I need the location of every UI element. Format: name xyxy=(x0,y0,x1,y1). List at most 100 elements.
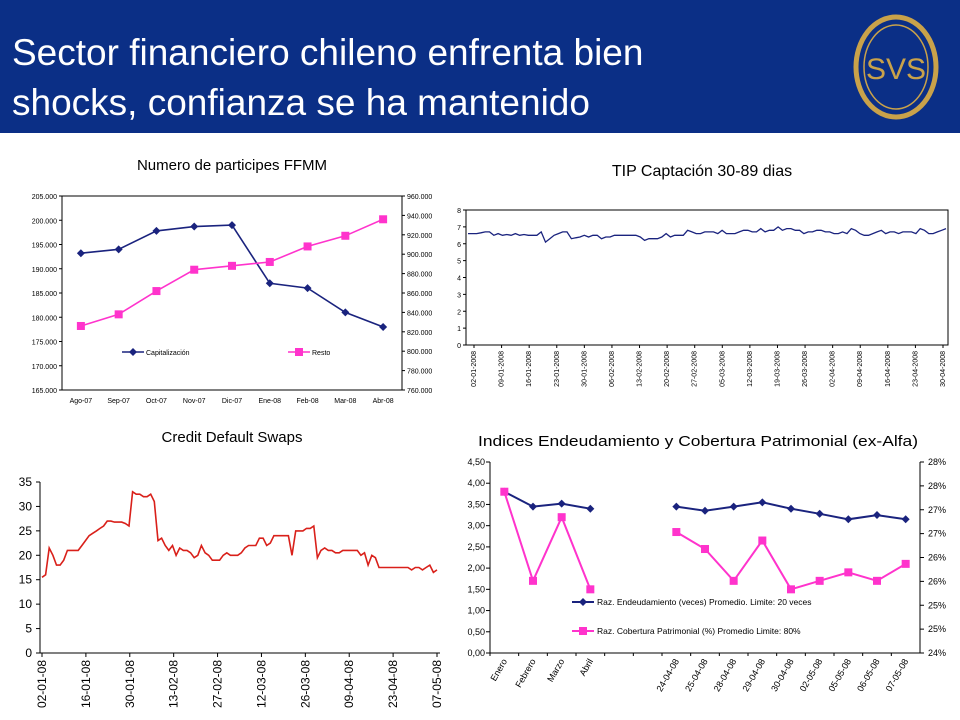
x-tick-label: 26-03-2008 xyxy=(802,351,809,387)
chart-title: Numero de participes FFMM xyxy=(137,157,327,174)
x-tick-label: 07-05-08 xyxy=(884,657,911,693)
data-point xyxy=(729,576,738,585)
x-tick-label: 09-01-2008 xyxy=(499,351,506,387)
y-right-tick-label: 28% xyxy=(928,457,946,467)
x-tick-label: 30-01-2008 xyxy=(581,351,588,387)
data-point xyxy=(844,568,853,577)
series-line-capitalización xyxy=(80,224,384,328)
y-left-tick-label: 3,50 xyxy=(467,499,485,509)
y-left-tick-label: 185.000 xyxy=(32,291,57,298)
x-tick-label: 02-01-08 xyxy=(35,660,49,708)
y-left-tick-label: 195.000 xyxy=(32,243,57,250)
chart-participes-ffmm: Numero de participes FFMM 165.000 170.000 1… xyxy=(32,157,433,405)
data-point xyxy=(758,536,767,545)
data-point xyxy=(586,585,595,594)
data-point xyxy=(729,502,738,511)
x-tick-label: 12-03-08 xyxy=(254,660,268,708)
x-tick-label: Ago-07 xyxy=(70,398,93,405)
x-tick-label: Enero xyxy=(488,657,509,683)
x-tick-label: 05-05-08 xyxy=(826,657,853,693)
x-tick-label: 24-04-08 xyxy=(654,657,681,693)
y-tick-label: 3 xyxy=(457,292,461,299)
x-tick-label: 16-01-08 xyxy=(79,660,93,708)
y-tick-label: 5 xyxy=(457,259,461,266)
x-tick-label: 30-04-08 xyxy=(769,657,796,693)
data-point xyxy=(787,585,795,594)
data-point xyxy=(672,528,681,537)
x-tick-label: 16-01-2008 xyxy=(526,351,533,387)
y-right-tick-label: 25% xyxy=(928,600,946,610)
data-point xyxy=(701,545,709,554)
x-tick-label: Abr-08 xyxy=(373,398,394,405)
y-left-tick-label: 205.000 xyxy=(32,194,57,201)
y-tick-label: 6 xyxy=(457,242,461,249)
x-tick-label: 07-05-08 xyxy=(430,660,444,708)
y-left-tick-label: 170.000 xyxy=(32,364,57,371)
x-tick-label: 30-04-2008 xyxy=(940,351,947,387)
x-tick-label: 27-02-2008 xyxy=(692,351,699,387)
x-tick-label: Febrero xyxy=(513,657,537,689)
series-line-resto xyxy=(80,218,384,327)
y-right-tick-label: 28% xyxy=(928,481,946,491)
x-tick-label: 13-02-08 xyxy=(167,660,181,708)
y-tick-label: 35 xyxy=(19,475,33,489)
y-tick-label: 25 xyxy=(19,524,33,538)
legend-marker xyxy=(129,348,137,356)
y-left-tick-label: 3,00 xyxy=(467,521,485,531)
legend-label: Raz. Endeudamiento (veces) Promedio. Lim… xyxy=(597,597,812,607)
x-tick-label: 25-04-08 xyxy=(683,657,710,693)
y-left-tick-label: 2,50 xyxy=(467,542,485,552)
data-point xyxy=(76,321,85,330)
y-left-tick-label: 190.000 xyxy=(32,267,57,274)
y-tick-label: 4 xyxy=(457,276,461,283)
x-tick-label: 23-01-2008 xyxy=(554,351,561,387)
data-point xyxy=(529,576,537,585)
series-line-cds xyxy=(41,490,438,578)
legend-marker xyxy=(579,598,587,606)
y-tick-label: 8 xyxy=(457,208,461,215)
y-tick-label: 20 xyxy=(19,548,33,562)
y-right-tick-label: 860.000 xyxy=(407,291,432,298)
data-point xyxy=(844,515,853,524)
y-left-tick-label: 1,00 xyxy=(467,606,485,616)
y-tick-label: 2 xyxy=(457,309,461,316)
y-tick-label: 10 xyxy=(19,597,33,611)
y-right-tick-label: 760.000 xyxy=(407,388,432,395)
y-left-tick-label: 0,50 xyxy=(467,627,485,637)
x-tick-label: 06-02-2008 xyxy=(609,351,616,387)
x-tick-label: Sep-07 xyxy=(107,398,130,405)
data-point xyxy=(815,576,824,585)
x-tick-label: Oct-07 xyxy=(146,398,167,405)
chart-tip-captacion: TIP Captación 30-89 dias 0 1 2 3 4 5 6 7 8 02-01-2… xyxy=(457,163,949,387)
legend-label: Raz. Cobertura Patrimonial (%) Promedio … xyxy=(597,626,801,636)
data-point xyxy=(303,284,312,293)
svs-logo: SVS xyxy=(853,14,939,120)
y-left-tick-label: 180.000 xyxy=(32,315,57,322)
x-tick-label: 20-02-2008 xyxy=(664,351,671,387)
x-tick-label: 28-04-08 xyxy=(712,657,739,693)
data-point xyxy=(758,498,767,507)
logo-text: SVS xyxy=(866,53,926,86)
x-tick-label: 02-04-2008 xyxy=(830,351,837,387)
y-right-tick-label: 900.000 xyxy=(407,252,432,259)
data-point xyxy=(815,509,824,518)
x-tick-label: 30-01-08 xyxy=(123,660,137,708)
data-point xyxy=(265,279,274,288)
chart-indices-endeudamiento: Indices Endeudamiento y Cobertura Patrim… xyxy=(467,433,946,693)
data-point xyxy=(152,287,161,296)
y-left-tick-label: 200.000 xyxy=(32,218,57,225)
y-left-tick-label: 0,00 xyxy=(467,648,485,658)
plot-area xyxy=(465,209,949,346)
x-tick-label: 05-03-2008 xyxy=(719,351,726,387)
x-tick-label: 12-03-2008 xyxy=(747,351,754,387)
data-point xyxy=(557,499,566,508)
y-right-tick-label: 780.000 xyxy=(407,369,432,376)
y-right-tick-label: 800.000 xyxy=(407,349,432,356)
data-point xyxy=(76,249,85,258)
data-point xyxy=(341,308,350,317)
chart-title: Credit Default Swaps xyxy=(162,429,303,446)
x-tick-label: Ene-08 xyxy=(258,398,281,405)
title-banner xyxy=(0,0,960,133)
data-point xyxy=(114,310,123,319)
y-tick-label: 7 xyxy=(457,225,461,232)
